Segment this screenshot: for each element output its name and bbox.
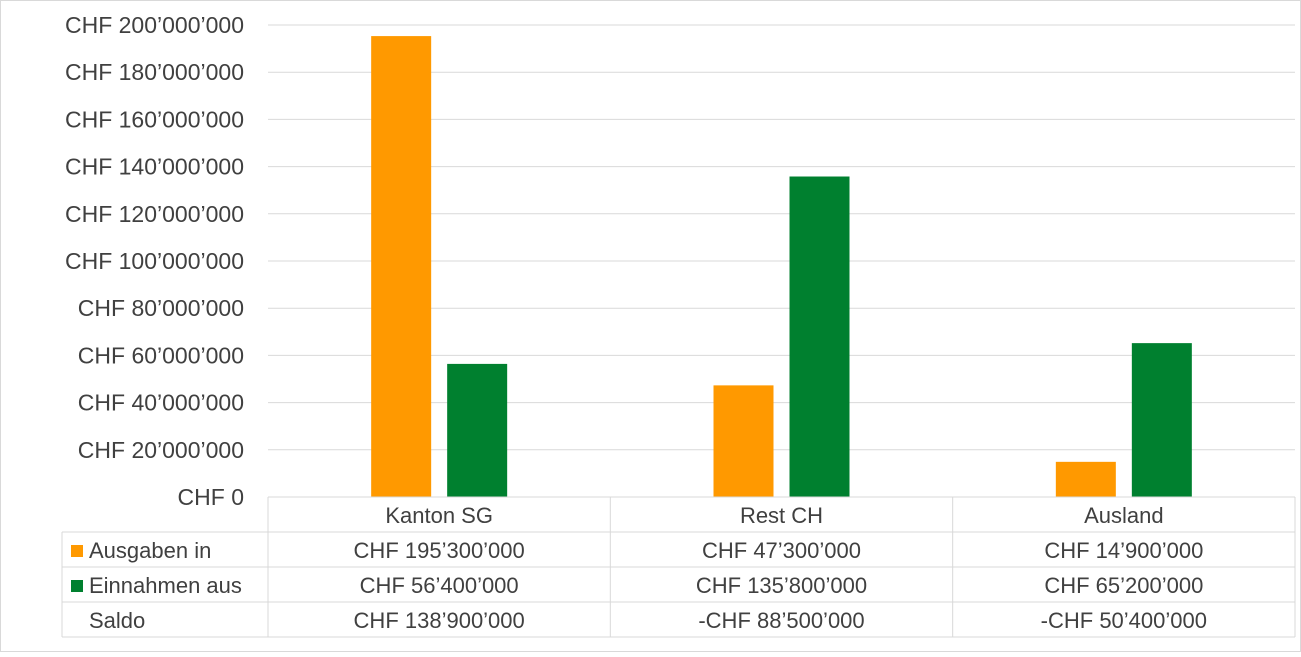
bar xyxy=(371,36,432,497)
category-label: Rest CH xyxy=(740,503,823,528)
table-cell: -CHF 50’400’000 xyxy=(1041,608,1207,633)
table-cell: CHF 14’900’000 xyxy=(1044,538,1203,563)
table-cell: CHF 138’900’000 xyxy=(354,608,525,633)
y-tick-label: CHF 120’000’000 xyxy=(65,201,244,227)
y-tick-label: CHF 40’000’000 xyxy=(78,390,244,416)
table-cell: CHF 65’200’000 xyxy=(1044,573,1203,598)
table-cell: CHF 135’800’000 xyxy=(696,573,867,598)
table-cell: CHF 47’300’000 xyxy=(702,538,861,563)
y-tick-label: CHF 140’000’000 xyxy=(65,154,244,180)
y-tick-label: CHF 200’000’000 xyxy=(65,12,244,38)
table-cell: CHF 195’300’000 xyxy=(354,538,525,563)
table-cell: CHF 56’400’000 xyxy=(360,573,519,598)
y-tick-label: CHF 160’000’000 xyxy=(65,106,244,132)
bars xyxy=(371,36,1192,497)
y-tick-label: CHF 100’000’000 xyxy=(65,248,244,274)
bar xyxy=(789,176,850,497)
grid-lines xyxy=(268,24,1295,451)
bar xyxy=(713,385,774,497)
y-tick-label: CHF 20’000’000 xyxy=(78,437,244,463)
row-label: Saldo xyxy=(89,608,145,633)
y-tick-label: CHF 0 xyxy=(178,484,244,510)
data-table: Kanton SG Rest CH Ausland Ausgaben in CHF 19… xyxy=(61,496,1296,638)
bar xyxy=(1055,461,1116,497)
bar xyxy=(447,363,508,497)
y-axis-ticks: CHF 0 CHF 20’000’000 CHF 40’000’000 CHF 60’… xyxy=(65,12,244,510)
category-label: Kanton SG xyxy=(385,503,493,528)
y-tick-label: CHF 80’000’000 xyxy=(78,295,244,321)
bar xyxy=(1131,343,1192,497)
category-label: Ausland xyxy=(1084,503,1164,528)
table-cell: -CHF 88’500’000 xyxy=(698,608,864,633)
y-tick-label: CHF 180’000’000 xyxy=(65,59,244,85)
y-tick-label: CHF 60’000’000 xyxy=(78,342,244,368)
legend-key xyxy=(71,580,83,592)
legend-key xyxy=(71,545,83,557)
row-label: Ausgaben in xyxy=(89,538,211,563)
row-label: Einnahmen aus xyxy=(89,573,242,598)
